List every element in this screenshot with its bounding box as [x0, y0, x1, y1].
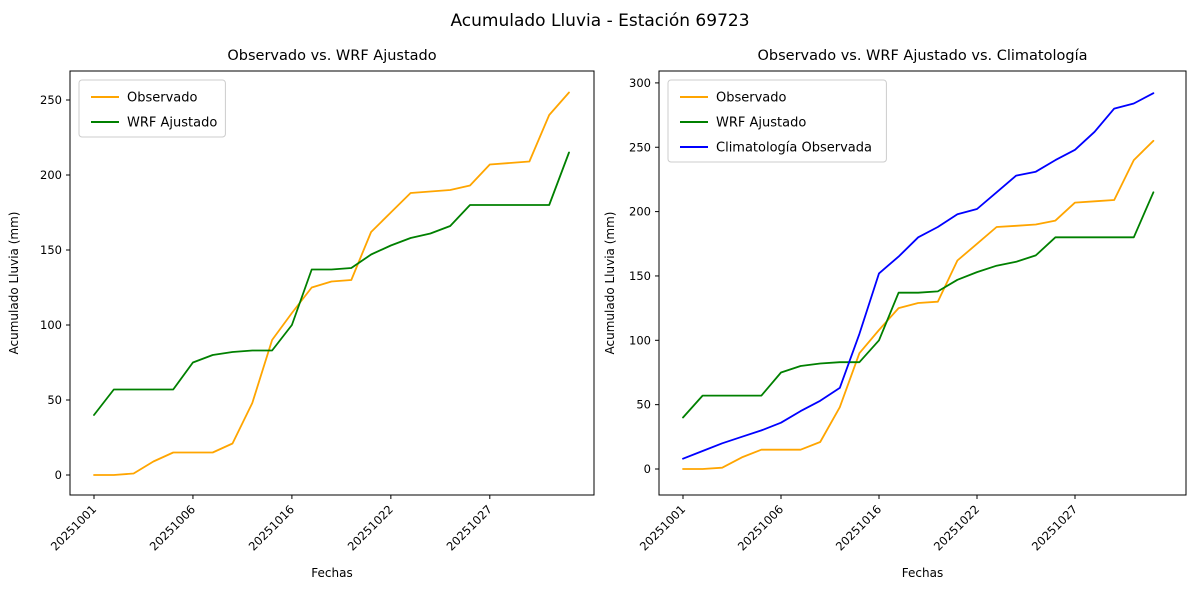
y-axis-label: Acumulado Lluvia (mm) [7, 212, 21, 355]
x-axis-label: Fechas [311, 566, 352, 580]
series-line-wrf-ajustado [682, 191, 1155, 419]
legend-label-wrf-ajustado: WRF Ajustado [127, 116, 217, 131]
plot-area [69, 70, 595, 496]
legend-box [667, 79, 887, 163]
y-tick-label: 100 [40, 318, 62, 332]
y-tick-label: 100 [629, 333, 651, 347]
legend: Observado WRF Ajustado [78, 79, 226, 138]
x-axis-label: Fechas [902, 566, 943, 580]
y-tick-label: 200 [629, 205, 651, 219]
figure-title: Acumulado Lluvia - Estación 69723 [450, 11, 750, 31]
series-line-climatologia-observada [682, 92, 1155, 460]
chart-title: Observado vs. WRF Ajustado vs. Climatolo… [758, 48, 1088, 64]
y-tick-label: 150 [40, 243, 62, 257]
x-tick-label: 20251001 [637, 502, 688, 553]
y-tick-label: 200 [40, 168, 62, 182]
series-line-observado [93, 91, 570, 476]
y-axis-label: Acumulado Lluvia (mm) [603, 212, 617, 355]
x-tick-label: 20251022 [931, 502, 982, 553]
series-line-wrf-ajustado [93, 151, 570, 416]
legend: Observado WRF Ajustado Climatología Observ… [667, 79, 887, 163]
y-tick-label: 300 [629, 76, 651, 90]
y-tick-label: 0 [644, 462, 651, 476]
y-tick-label: 250 [40, 93, 62, 107]
series-line-observado [682, 139, 1155, 470]
y-tick-label: 50 [47, 393, 62, 407]
legend-label-climatologia-observada: Climatología Observada [716, 141, 872, 156]
x-tick-label: 20251027 [1029, 502, 1080, 553]
legend-label-wrf-ajustado: WRF Ajustado [716, 116, 806, 131]
legend-label-observado: Observado [716, 91, 787, 106]
legend-label-observado: Observado [127, 91, 198, 106]
chart-title: Observado vs. WRF Ajustado [227, 48, 436, 64]
y-tick-label: 250 [629, 140, 651, 154]
y-tick-label: 150 [629, 269, 651, 283]
x-tick-label: 20251006 [735, 502, 786, 553]
y-tick-label: 50 [636, 398, 651, 412]
y-tick-label: 0 [55, 468, 62, 482]
x-tick-label: 20251016 [833, 502, 884, 553]
